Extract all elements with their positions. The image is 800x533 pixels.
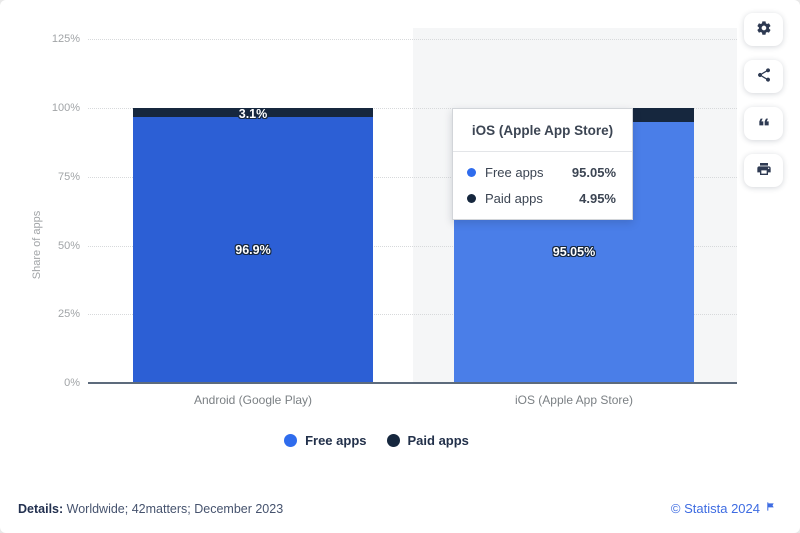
- legend-item-free-apps[interactable]: Free apps: [284, 433, 367, 448]
- tooltip-value: 95.05%: [571, 164, 616, 180]
- chart-tooltip: iOS (Apple App Store) Free apps 95.05% P…: [452, 108, 633, 220]
- gridline: [88, 39, 737, 41]
- free-apps-value-label: 95.05%: [552, 245, 596, 260]
- cite-button[interactable]: [744, 107, 783, 140]
- share-icon: [756, 67, 772, 86]
- chart-legend: Free apps Paid apps: [0, 433, 753, 448]
- bar-segment-paid-apps[interactable]: [133, 108, 373, 117]
- y-tick-label: 0%: [64, 377, 80, 389]
- statista-copyright-link[interactable]: © Statista 2024: [671, 500, 776, 516]
- tooltip-rows: Free apps 95.05% Paid apps 4.95%: [453, 152, 632, 219]
- tooltip-row-free: Free apps 95.05%: [453, 159, 632, 185]
- tooltip-label: Free apps: [485, 164, 544, 180]
- gridline: [88, 176, 737, 178]
- y-tick-label: 25%: [57, 308, 80, 321]
- legend-label: Paid apps: [407, 433, 469, 448]
- tooltip-row-paid: Paid apps 4.95%: [453, 185, 632, 211]
- print-button[interactable]: [744, 154, 783, 187]
- x-axis-line: [88, 382, 737, 384]
- y-tick-label: 100%: [51, 102, 80, 114]
- details-text: Details: Worldwide; 42matters; December …: [18, 502, 283, 516]
- share-button[interactable]: [744, 60, 783, 93]
- tooltip-divider: [453, 151, 632, 152]
- flag-icon: [765, 500, 776, 516]
- quote-icon: [756, 114, 772, 133]
- tooltip-title: iOS (Apple App Store): [471, 123, 614, 138]
- legend-item-paid-apps[interactable]: Paid apps: [386, 433, 469, 448]
- details-label: Details:: [18, 502, 64, 516]
- copyright-text: © Statista 2024: [670, 500, 760, 516]
- paid-apps-value-label: 3.1%: [238, 107, 268, 122]
- free-apps-value-label: 96.9%: [235, 242, 271, 257]
- x-category-label: Android (Google Play): [193, 393, 313, 407]
- tooltip-value: 4.95%: [579, 190, 616, 206]
- x-category-label: iOS (Apple App Store): [514, 393, 634, 407]
- paid-apps-dot-icon: [467, 193, 476, 203]
- gear-icon: [756, 20, 772, 39]
- y-tick-label: 75%: [57, 170, 80, 183]
- printer-icon: [756, 161, 772, 180]
- gridline: [88, 245, 737, 247]
- y-tick-label: 125%: [51, 33, 80, 46]
- details-value: Worldwide; 42matters; December 2023: [63, 502, 284, 516]
- gridline: [88, 108, 737, 109]
- legend-label: Free apps: [305, 433, 367, 448]
- free-apps-dot-icon: [284, 434, 298, 447]
- y-tick-label: 50%: [57, 239, 80, 252]
- free-apps-dot-icon: [467, 167, 476, 177]
- paid-apps-dot-icon: [386, 434, 400, 447]
- tooltip-label: Paid apps: [485, 190, 543, 206]
- settings-button[interactable]: [744, 13, 783, 46]
- gridline: [88, 314, 737, 316]
- bar-segment-free-apps[interactable]: [133, 116, 373, 383]
